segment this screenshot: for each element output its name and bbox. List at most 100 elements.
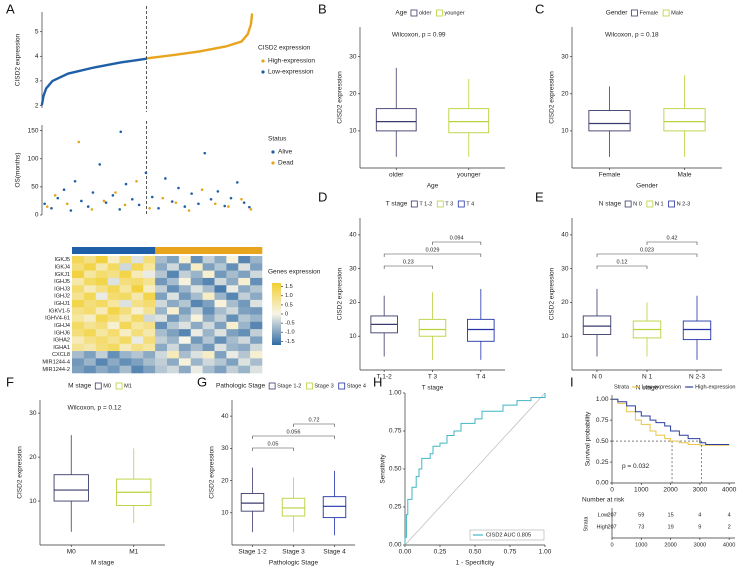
box bbox=[418, 318, 447, 337]
panel-label: H bbox=[373, 374, 382, 389]
heatmap-cell bbox=[83, 292, 97, 301]
y-tick-label: 40 bbox=[221, 413, 229, 420]
point bbox=[56, 196, 60, 200]
point bbox=[177, 186, 180, 190]
legend-label: Dead bbox=[278, 160, 294, 167]
heatmap-cell bbox=[107, 299, 120, 308]
point bbox=[43, 202, 46, 206]
heatmap-cell bbox=[95, 256, 108, 264]
box bbox=[682, 320, 712, 341]
row-label: IGHJ4 bbox=[54, 323, 70, 329]
point bbox=[86, 205, 90, 208]
y-tick-label: 0.75 bbox=[596, 417, 609, 424]
heatmap-cell bbox=[119, 329, 132, 337]
legend-label: Female bbox=[639, 10, 658, 16]
heatmap-cell bbox=[250, 329, 263, 337]
heatmap-cell bbox=[178, 365, 192, 374]
heatmap-cell bbox=[214, 343, 227, 352]
heatmap-cell bbox=[167, 263, 180, 271]
heatmap-cell bbox=[107, 270, 120, 279]
point bbox=[114, 191, 117, 194]
y-axis-label: CISD2 expression bbox=[17, 446, 24, 499]
point bbox=[249, 208, 253, 211]
p-value: 0.12 bbox=[617, 259, 628, 265]
heatmap-cell bbox=[238, 343, 251, 352]
heatmap-cell bbox=[214, 329, 227, 337]
point bbox=[135, 179, 138, 183]
point bbox=[111, 194, 115, 197]
legend-label: M1 bbox=[124, 383, 132, 389]
heatmap-cell bbox=[250, 343, 263, 352]
legend-key bbox=[410, 200, 418, 208]
y-tick-label: 20 bbox=[561, 299, 569, 306]
y-tick-label: 3 bbox=[35, 78, 39, 85]
heatmap-cell bbox=[226, 299, 239, 308]
heatmap-cell bbox=[107, 351, 120, 359]
heatmap-cell bbox=[143, 329, 156, 337]
survival-curve bbox=[612, 398, 730, 446]
y-tick-label: 0.50 bbox=[596, 438, 609, 445]
heatmap-cell bbox=[178, 351, 192, 359]
y-tick-label: 0.00 bbox=[596, 480, 609, 487]
heatmap-cell bbox=[95, 263, 108, 271]
heatmap-cell bbox=[143, 270, 156, 279]
heatmap-cell bbox=[167, 270, 180, 279]
point bbox=[200, 188, 204, 191]
heatmap-cell bbox=[226, 263, 239, 271]
point bbox=[240, 197, 243, 201]
heatmap-cell bbox=[143, 343, 156, 352]
heatmap-cell bbox=[143, 358, 156, 366]
heatmap-cell bbox=[72, 329, 85, 337]
heatmap-cell bbox=[178, 307, 192, 315]
legend-label: T 4 bbox=[466, 201, 474, 207]
heatmap-cell bbox=[190, 292, 203, 301]
stat-annotation: Wilcoxon, p = 0.18 bbox=[605, 32, 659, 39]
heatmap-cell bbox=[214, 292, 227, 301]
heatmap-cell bbox=[238, 285, 251, 293]
y-tick-label: 20 bbox=[349, 91, 357, 98]
legend-key bbox=[410, 9, 418, 17]
heatmap-cell bbox=[131, 277, 144, 286]
heatmap-cell bbox=[131, 285, 144, 293]
risk-x-tick-label: 4000 bbox=[723, 542, 735, 548]
heatmap-cell bbox=[119, 351, 132, 359]
heatmap-cell bbox=[250, 365, 263, 374]
x-tick-label: 0 bbox=[610, 487, 614, 494]
heatmap-cell bbox=[72, 270, 85, 279]
heatmap-cell bbox=[143, 336, 156, 345]
x-axis-label: Pathologic Stage bbox=[269, 560, 319, 567]
heatmap-cell bbox=[131, 263, 144, 271]
point bbox=[102, 199, 106, 203]
panel-label: I bbox=[570, 374, 574, 389]
heatmap-cell bbox=[107, 329, 120, 337]
y-tick-label: 5 bbox=[35, 28, 39, 35]
point bbox=[223, 204, 226, 208]
heatmap-cell bbox=[202, 285, 215, 293]
heatmap-cell bbox=[83, 336, 97, 345]
x-tick-label: M0 bbox=[67, 549, 76, 556]
y-tick-label: 10 bbox=[29, 498, 37, 505]
heatmap-cell bbox=[226, 343, 239, 352]
heatmap-cell bbox=[238, 270, 251, 279]
heatmap-cell bbox=[72, 307, 85, 315]
x-axis-label: M stage bbox=[91, 560, 115, 567]
legend-key bbox=[261, 59, 265, 63]
group-bar bbox=[83, 247, 97, 254]
heatmap-cell bbox=[72, 292, 85, 301]
heatmap-cell bbox=[250, 336, 263, 345]
heatmap-cell bbox=[95, 314, 108, 323]
y-axis-label: Sensitivity bbox=[380, 454, 387, 484]
x-tick-label: 3000 bbox=[693, 487, 708, 494]
legend-key bbox=[668, 200, 675, 208]
heatmap-cell bbox=[214, 351, 227, 359]
heatmap-cell bbox=[72, 263, 85, 271]
x-tick-label: Stage 3 bbox=[282, 549, 305, 556]
heatmap-cell bbox=[238, 314, 251, 323]
heatmap-cell bbox=[202, 321, 215, 330]
heatmap-cell bbox=[95, 365, 108, 374]
heatmap-cell bbox=[131, 365, 144, 374]
x-axis-label: Age bbox=[427, 183, 439, 190]
legend-label: N 1 bbox=[655, 201, 664, 207]
heatmap-cell bbox=[167, 365, 180, 374]
